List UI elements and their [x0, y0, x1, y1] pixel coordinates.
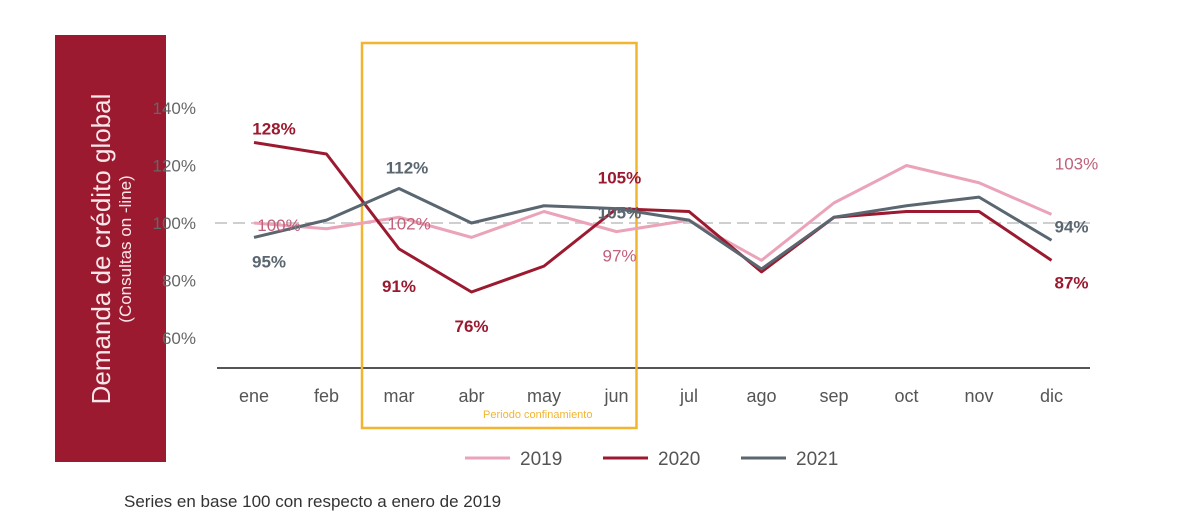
data-label-2021: 105% [598, 204, 641, 223]
x-tick-label: oct [894, 386, 918, 406]
data-label-2019: 97% [602, 247, 636, 266]
legend-label-2020: 2020 [658, 449, 700, 470]
data-label-2019: 102% [387, 214, 430, 233]
x-tick-label: mar [384, 386, 415, 406]
data-label-2020: 91% [382, 277, 416, 296]
legend-label-2019: 2019 [520, 449, 562, 470]
x-tick-label: jul [679, 386, 698, 406]
x-tick-label: nov [964, 386, 993, 406]
x-tick-label: feb [314, 386, 339, 406]
footnote: Series en base 100 con respecto a enero … [124, 492, 502, 511]
data-label-2021: 95% [252, 252, 286, 271]
legend-label-2021: 2021 [796, 449, 838, 470]
x-tick-label: ene [239, 386, 269, 406]
data-label-2021: 112% [386, 159, 429, 178]
y-tick-label: 120% [153, 157, 196, 176]
y-tick-label: 140% [153, 99, 196, 118]
y-tick-label: 80% [162, 272, 196, 291]
data-label-2020: 87% [1054, 273, 1088, 292]
confinement-period-label: Periodo confinamiento [483, 409, 592, 421]
series-line-2021 [253, 187, 1053, 271]
data-label-2019: 103% [1055, 154, 1098, 173]
x-tick-label: sep [819, 386, 848, 406]
y-tick-label: 100% [153, 214, 196, 233]
data-label-2021: 94% [1054, 217, 1088, 236]
series-line-2019 [253, 164, 1053, 262]
x-tick-label: may [527, 386, 561, 406]
x-tick-label: abr [458, 386, 484, 406]
data-label-2019: 100% [257, 216, 300, 235]
data-label-2020: 105% [598, 169, 641, 188]
x-tick-label: ago [746, 386, 776, 406]
series-line-2020 [253, 141, 1053, 294]
x-tick-label: dic [1040, 386, 1063, 406]
y-tick-label: 60% [162, 329, 196, 348]
x-tick-label: jun [603, 386, 628, 406]
confinement-period-box [360, 41, 638, 430]
data-label-2020: 76% [454, 317, 488, 336]
data-label-2020: 128% [252, 120, 295, 139]
y-axis-title-banner: Demanda de crédito global (Consultas on … [55, 35, 166, 462]
